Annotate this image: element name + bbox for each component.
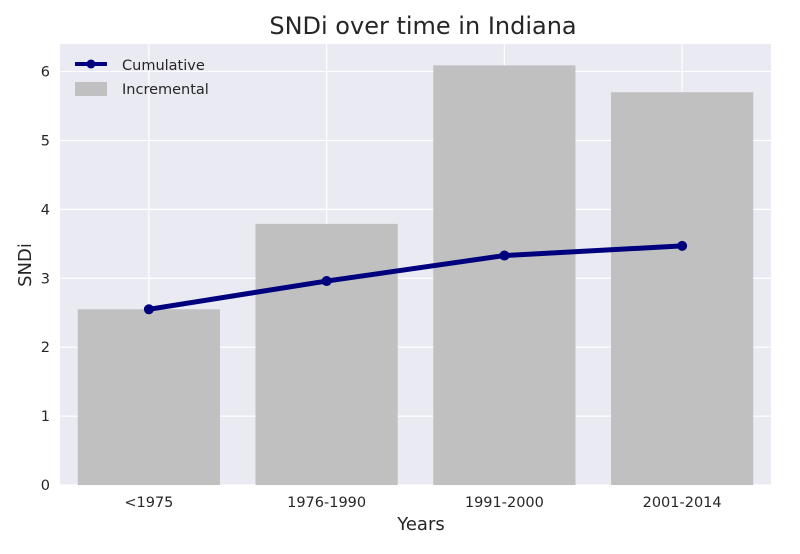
y-tick-labels: 0 1 2 3 4 5 6 <box>41 65 50 494</box>
y-tick-label: 3 <box>41 271 50 287</box>
y-tick-label: 2 <box>41 340 50 356</box>
bars-group <box>77 65 754 486</box>
legend-cumulative-label: Cumulative <box>122 58 205 74</box>
legend-cumulative-marker <box>86 59 96 69</box>
cumulative-point <box>321 276 332 287</box>
x-tick-labels: <1975 1976-1990 1991-2000 2001-2014 <box>124 495 721 511</box>
y-tick-label: 5 <box>41 133 50 149</box>
cumulative-point <box>499 250 510 261</box>
line-group <box>143 240 688 315</box>
x-tick-label: 1976-1990 <box>287 495 366 511</box>
bar-incremental <box>433 65 576 486</box>
y-tick-label: 0 <box>41 478 50 494</box>
chart-title: SNDi over time in Indiana <box>269 12 576 40</box>
bar-incremental <box>611 92 754 485</box>
y-tick-label: 6 <box>41 65 50 81</box>
cumulative-point <box>143 304 154 315</box>
y-tick-label: 1 <box>41 409 50 425</box>
bar-incremental <box>77 309 220 485</box>
legend-incremental-swatch <box>75 82 107 96</box>
x-tick-label: 1991-2000 <box>465 495 544 511</box>
legend: Cumulative Incremental <box>75 58 209 98</box>
bar-incremental <box>255 223 398 485</box>
x-axis-label: Years <box>396 514 445 535</box>
y-axis-label: SNDi <box>15 243 36 287</box>
cumulative-line <box>146 243 685 312</box>
y-tick-label: 4 <box>41 202 50 218</box>
legend-incremental-label: Incremental <box>122 82 209 98</box>
cumulative-point <box>677 240 688 251</box>
x-tick-label: 2001-2014 <box>643 495 722 511</box>
x-tick-label: <1975 <box>124 495 173 511</box>
